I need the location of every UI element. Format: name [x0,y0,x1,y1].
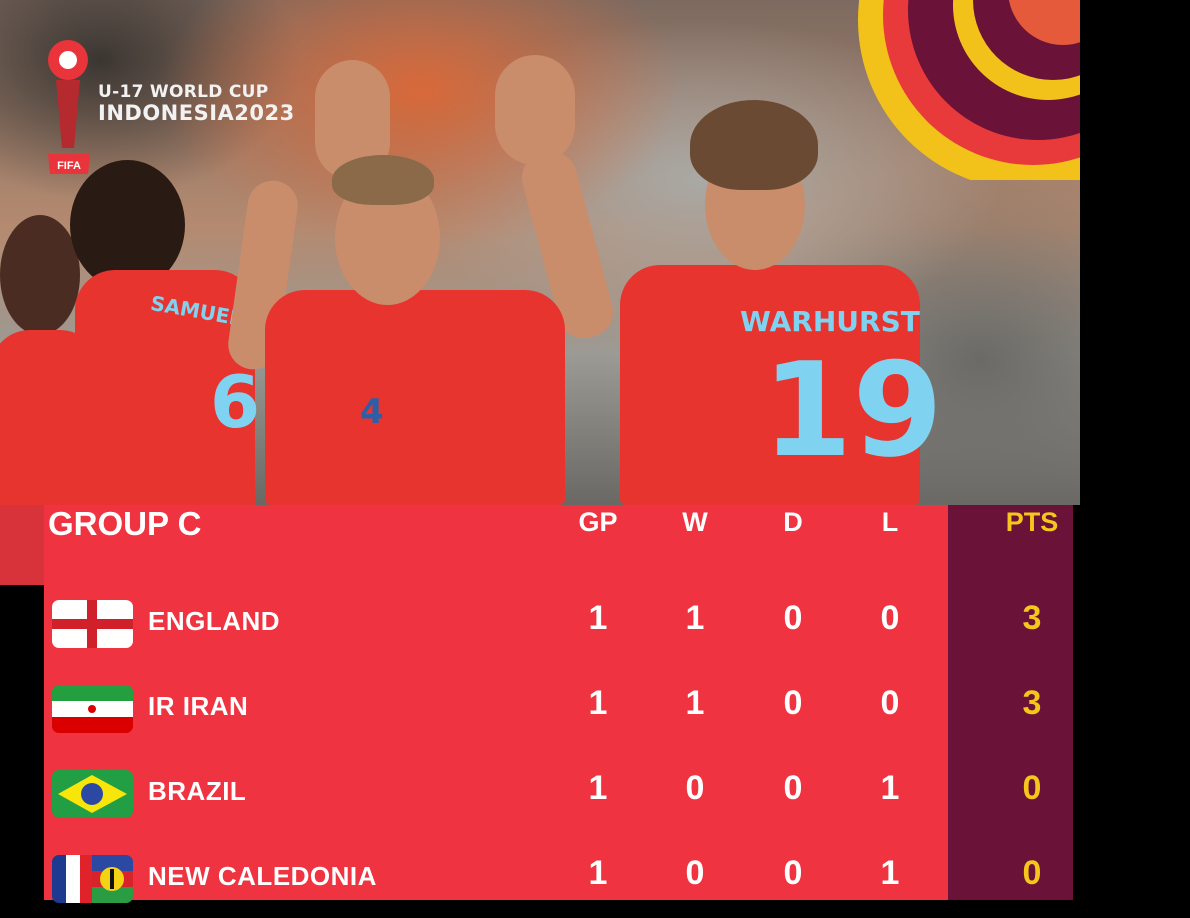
gp-value: 1 [588,769,608,807]
event-subtitle: INDONESIA2023 [98,101,295,125]
england-flag-icon [52,600,133,648]
table-row: IR IRAN 1 1 0 0 3 [44,663,1073,748]
table-row: NEW CALEDONIA 1 0 0 1 0 [44,833,1073,918]
team-name: NEW CALEDONIA [148,861,377,891]
player-jersey [620,265,920,505]
w-value: 0 [685,854,705,892]
d-value: 0 [783,599,803,637]
player-hand [495,55,575,165]
team-name: IR IRAN [148,691,249,721]
iran-flag-icon [52,685,133,733]
player-jersey [265,290,565,505]
team-name: ENGLAND [148,606,281,636]
d-value: 0 [783,684,803,722]
table-row: BRAZIL 1 0 0 1 0 [44,748,1073,833]
w-value: 0 [685,769,705,807]
pts-value: 0 [1022,854,1042,892]
gp-value: 1 [588,684,608,722]
gp-value: 1 [588,854,608,892]
w-value: 1 [685,684,705,722]
brazil-flag-icon [52,770,133,818]
player-head [70,160,185,290]
standings-table: GROUP C GP W D L PTS ENGLAND 1 1 0 0 3 I… [44,505,1073,903]
pts-value: 3 [1022,684,1042,722]
jersey-name: WARHURST [740,305,920,338]
d-value: 0 [783,854,803,892]
pts-value: 0 [1022,769,1042,807]
l-value: 0 [880,599,900,637]
jersey-number: 6 [210,360,261,444]
jersey-number: 4 [360,392,384,432]
header-w: W [682,507,708,537]
team-name: BRAZIL [148,776,247,806]
d-value: 0 [783,769,803,807]
photo-edge [0,505,44,585]
header-pts: PTS [1005,507,1059,537]
jersey-number: 19 [762,334,943,486]
l-value: 0 [880,684,900,722]
svg-text:FIFA: FIFA [57,160,81,172]
team-photo: SAMUELS 6 4 WARHURST 19 [0,0,1080,505]
player-hair [690,100,818,190]
l-value: 1 [880,854,900,892]
event-title: U-17 WORLD CUP [98,82,269,102]
header-d: D [783,507,803,537]
player-jersey [75,270,255,505]
header-gp: GP [578,507,618,537]
new-caledonia-flag-icon [52,855,133,903]
group-title: GROUP C [48,505,202,542]
player-hair [332,155,434,205]
decorative-swirl [858,0,1080,180]
w-value: 1 [685,599,705,637]
table-row: ENGLAND 1 1 0 0 3 [44,578,1073,663]
world-cup-trophy-logo: FIFA [48,40,90,174]
pts-value: 3 [1022,599,1042,637]
header-l: L [881,507,899,537]
gp-value: 1 [588,599,608,637]
player-head [0,215,80,335]
l-value: 1 [880,769,900,807]
points-column [948,505,1073,900]
